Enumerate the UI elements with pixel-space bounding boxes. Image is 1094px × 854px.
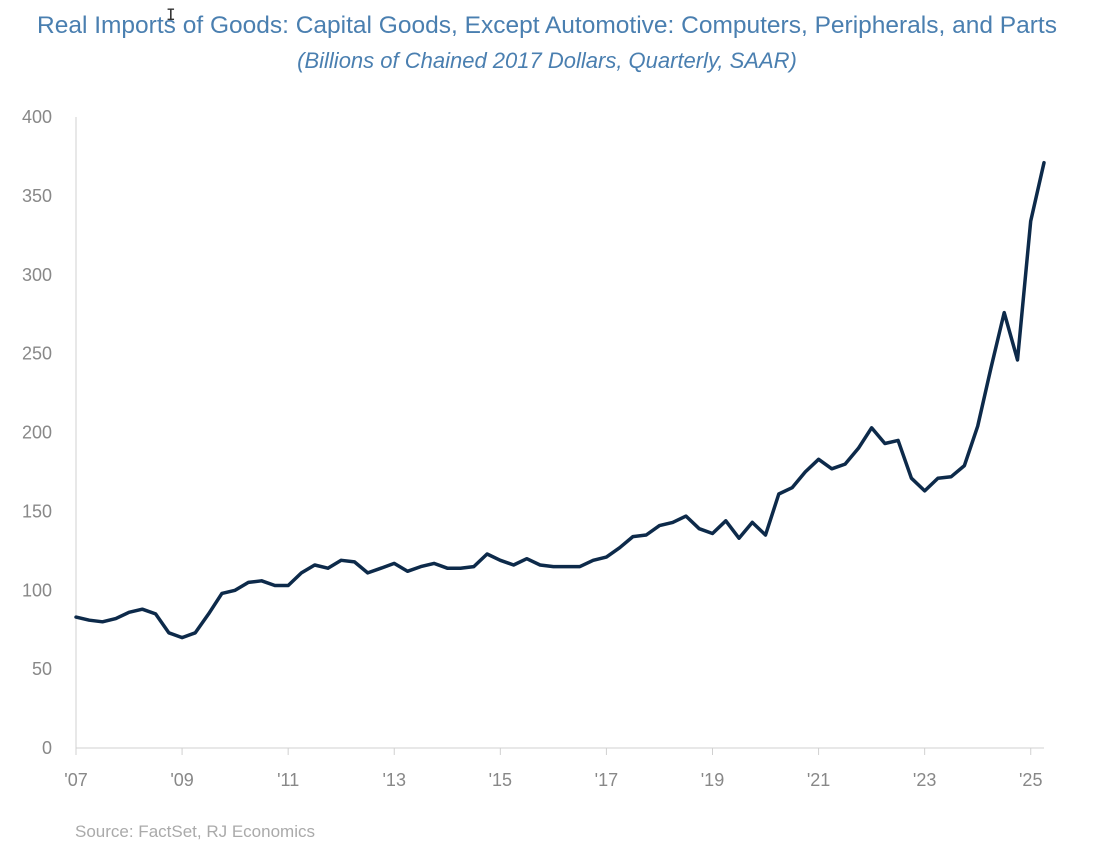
x-tick-label: '23	[913, 770, 936, 790]
x-tick-label: '21	[807, 770, 830, 790]
y-tick-label: 300	[22, 265, 52, 285]
y-tick-label: 0	[42, 738, 52, 758]
x-tick-label: '07	[64, 770, 87, 790]
y-tick-label: 250	[22, 344, 52, 364]
y-tick-label: 150	[22, 501, 52, 521]
x-tick-label: '17	[595, 770, 618, 790]
source-note: Source: FactSet, RJ Economics	[75, 822, 315, 841]
x-tick-label: '11	[277, 770, 299, 790]
y-tick-label: 400	[22, 107, 52, 127]
y-tick-label: 50	[32, 659, 52, 679]
y-tick-label: 350	[22, 186, 52, 206]
x-tick-label: '15	[489, 770, 512, 790]
y-axis-ticks: 0 50 100 150 200 250 300 350 400	[22, 107, 52, 758]
x-axis-ticks: '07 '09 '11 '13 '15 '17 '19 '21 '23 '25	[64, 748, 1042, 790]
x-tick-label: '19	[701, 770, 724, 790]
text-cursor-icon: I	[166, 5, 176, 24]
x-tick-label: '09	[170, 770, 193, 790]
x-tick-label: '13	[383, 770, 406, 790]
chart-title: Real Imports of Goods: Capital Goods, Ex…	[37, 12, 1057, 39]
x-tick-label: '25	[1019, 770, 1042, 790]
chart-subtitle: (Billions of Chained 2017 Dollars, Quart…	[297, 48, 797, 73]
y-tick-label: 100	[22, 580, 52, 600]
series-line	[74, 160, 1046, 640]
y-tick-label: 200	[22, 423, 52, 443]
